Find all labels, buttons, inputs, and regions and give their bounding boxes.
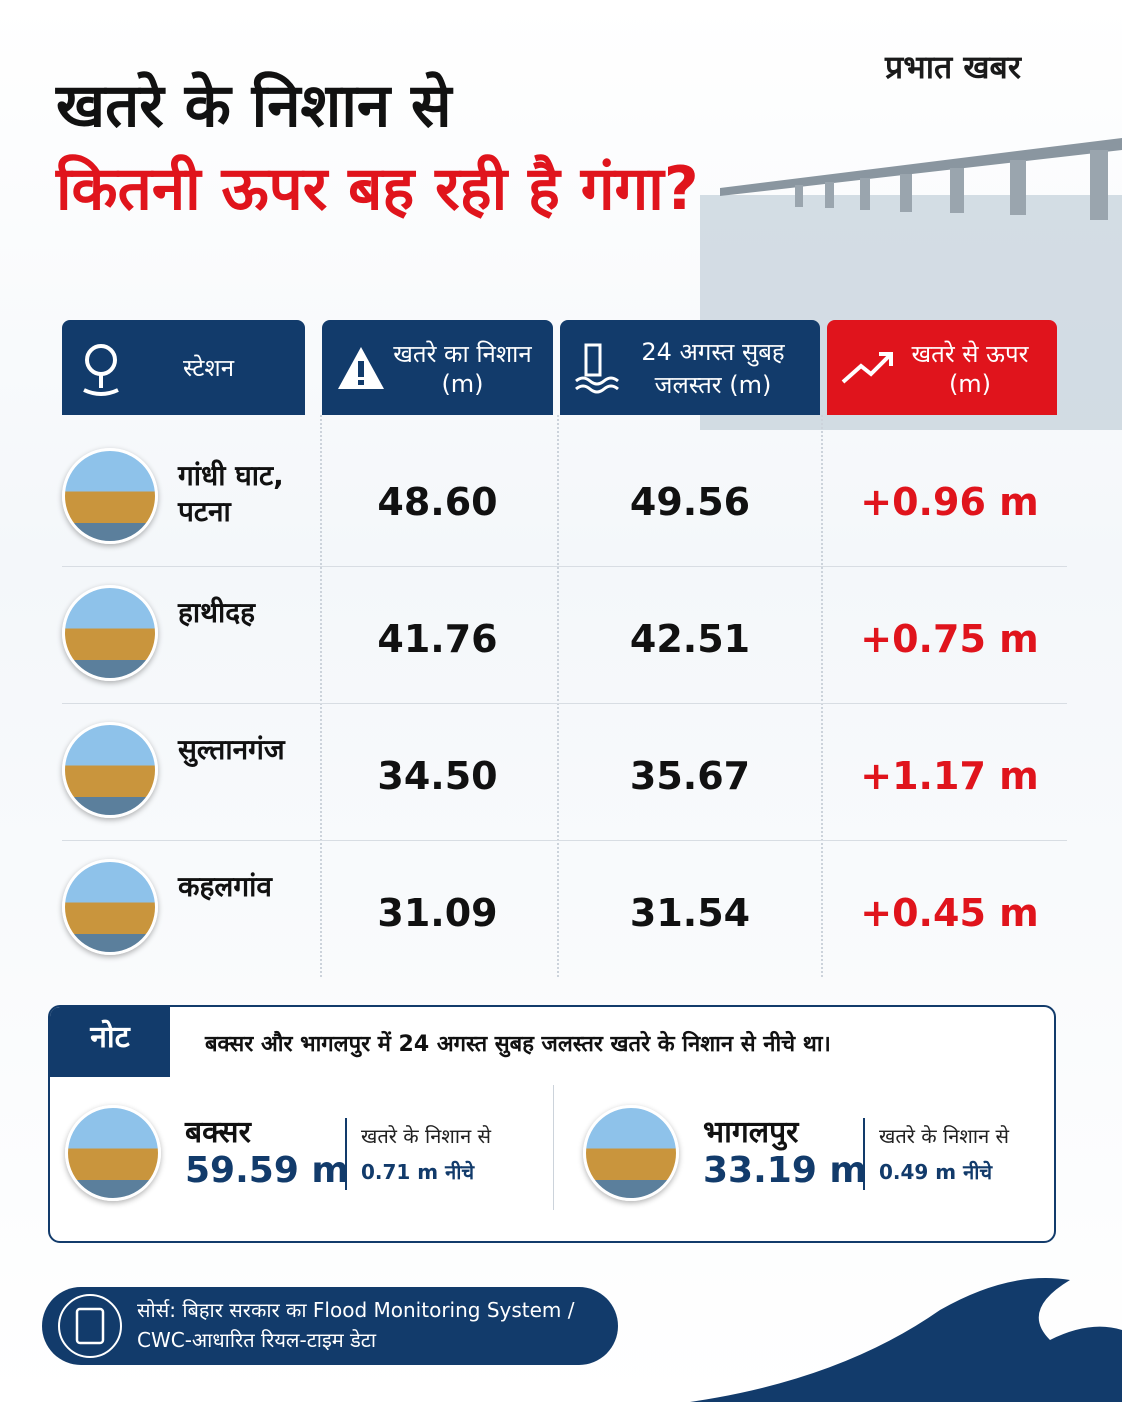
station-name: गांधी घाट, पटना <box>178 459 284 528</box>
column-header: खतरे से ऊपर (m) <box>827 320 1057 415</box>
column-header: स्टेशन <box>62 320 305 415</box>
station-photo <box>62 859 158 955</box>
source-pill: सोर्स: बिहार सरकार का Flood Monitoring S… <box>42 1287 618 1365</box>
danger-level: 34.50 <box>377 754 498 798</box>
row-divider <box>62 567 1067 704</box>
above-danger: +0.45 m <box>860 891 1039 935</box>
title-line: खतरे के निशान से <box>56 71 452 141</box>
divider <box>553 1085 554 1210</box>
station-caption: खतरे के निशान से <box>345 1118 531 1154</box>
station-photo <box>62 585 158 681</box>
header-text: स्टेशन <box>182 354 235 382</box>
wave-decoration <box>690 1278 1122 1402</box>
icon <box>338 346 384 389</box>
station-name: कहलगांव <box>178 870 272 903</box>
source-icon <box>58 1294 122 1358</box>
note-box <box>48 1005 1056 1243</box>
icon <box>841 351 893 383</box>
brand-logo: प्रभात खबर <box>885 48 1021 86</box>
station-photo <box>62 722 158 818</box>
icon <box>575 343 619 393</box>
station-name: हाथीदह <box>178 596 256 629</box>
station-photo <box>65 1105 161 1201</box>
divider <box>557 415 559 977</box>
row-divider <box>62 704 1067 841</box>
icon <box>83 343 119 396</box>
station-name: बक्सर <box>185 1115 251 1150</box>
station-name: सुल्तानगंज <box>178 733 285 766</box>
station-name: भागलपुर <box>703 1115 799 1150</box>
danger-level: 48.60 <box>377 480 498 524</box>
above-danger: +0.96 m <box>860 480 1039 524</box>
above-danger: +0.75 m <box>860 617 1039 661</box>
header-text: खतरे से ऊपर (m) <box>911 340 1029 398</box>
water-level: 49.56 <box>629 480 751 524</box>
station-level: 59.59 m <box>185 1150 349 1191</box>
water-level: 35.67 <box>629 754 751 798</box>
station-level: 33.19 m <box>703 1150 867 1191</box>
title-line: कितनी ऊपर बह रही है गंगा? <box>56 154 699 224</box>
station-photo <box>62 448 158 544</box>
station-caption: खतरे के निशान से <box>863 1118 1049 1154</box>
source-text: सोर्स: बिहार सरकार का Flood Monitoring S… <box>137 1298 575 1352</box>
column-header: खतरे का निशान (m) <box>322 320 553 415</box>
header-text: 24 अगस्त सुबह जलस्तर (m) <box>641 337 785 399</box>
danger-level: 31.09 <box>377 891 498 935</box>
divider <box>320 415 322 977</box>
note-text: बक्सर और भागलपुर में 24 अगस्त सुबह जलस्त… <box>205 1032 831 1057</box>
water-level: 42.51 <box>629 617 751 661</box>
danger-level: 41.76 <box>377 617 498 661</box>
header-text: खतरे का निशान (m) <box>393 340 532 398</box>
station-photo <box>583 1105 679 1201</box>
station-diff: 0.49 m नीचे <box>863 1154 1049 1190</box>
row-divider <box>62 430 1067 567</box>
station-diff: 0.71 m नीचे <box>345 1154 531 1190</box>
divider <box>821 415 823 977</box>
column-header: 24 अगस्त सुबह जलस्तर (m) <box>560 320 820 415</box>
above-danger: +1.17 m <box>860 754 1039 798</box>
water-level: 31.54 <box>629 891 751 935</box>
note-label: नोट <box>50 1007 170 1077</box>
